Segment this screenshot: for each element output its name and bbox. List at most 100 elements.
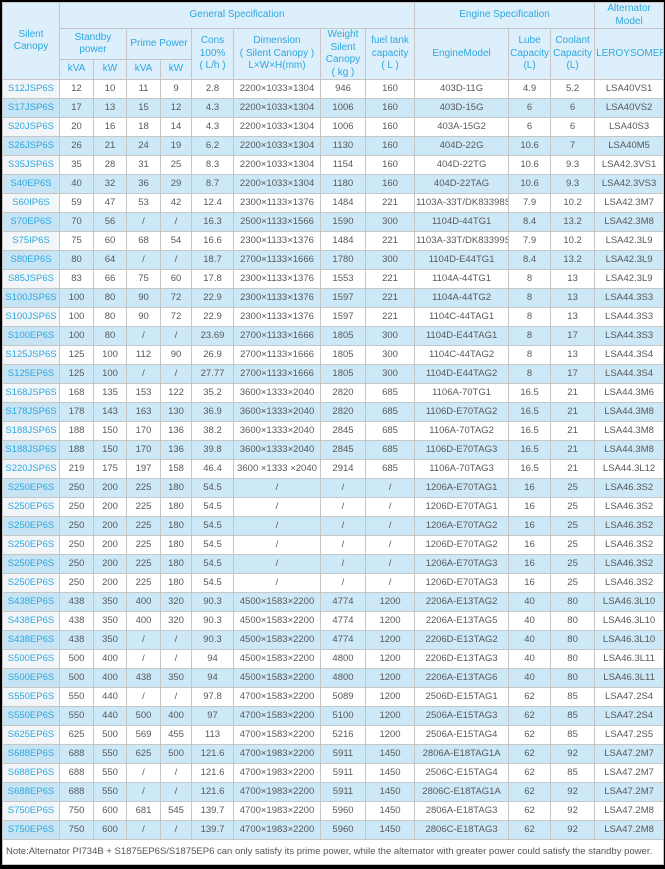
- model-link[interactable]: S438EP6S: [2, 630, 60, 650]
- model-link[interactable]: S500EP6S: [2, 668, 60, 688]
- cell: 80: [550, 668, 596, 688]
- cell: 2700×1133×1666: [233, 250, 321, 270]
- model-link[interactable]: S20JSP6S: [2, 117, 60, 137]
- model-link[interactable]: S80EP6S: [2, 250, 60, 270]
- model-link[interactable]: S625EP6S: [2, 725, 60, 745]
- model-link[interactable]: S125JSP6S: [2, 345, 60, 365]
- cell: 23.69: [191, 326, 234, 346]
- cell: LSA46.3L10: [594, 630, 665, 650]
- cell: 685: [364, 402, 416, 422]
- cell: 7.9: [508, 193, 552, 213]
- cell: 62: [508, 801, 552, 821]
- cell: 136: [160, 440, 192, 460]
- model-link[interactable]: S35JSP6S: [2, 155, 60, 175]
- model-link[interactable]: S250EP6S: [2, 535, 60, 555]
- model-link[interactable]: S17JSP6S: [2, 98, 60, 118]
- model-link[interactable]: S85JSP6S: [2, 269, 60, 289]
- cell: 47: [93, 193, 127, 213]
- cell: LSA42.3L9: [594, 250, 665, 270]
- model-link[interactable]: S188JSP6S: [2, 440, 60, 460]
- cell: 17: [550, 364, 596, 384]
- table-row: S26JSP6S 26 21 24 19 6.2 2200×1033×1304 1130 160…: [2, 136, 665, 156]
- cell: 1106A-70TAG3: [414, 459, 510, 479]
- model-link[interactable]: S250EP6S: [2, 573, 60, 593]
- cell: LSA47.2M7: [594, 763, 665, 783]
- model-link[interactable]: S550EP6S: [2, 687, 60, 707]
- model-link[interactable]: S100EP6S: [2, 326, 60, 346]
- model-link[interactable]: S250EP6S: [2, 516, 60, 536]
- cell: 35.2: [191, 383, 234, 403]
- model-link[interactable]: S12JSP6S: [2, 79, 60, 99]
- cell: 85: [550, 706, 596, 726]
- model-link[interactable]: S75IP6S: [2, 231, 60, 251]
- model-link[interactable]: S438EP6S: [2, 592, 60, 612]
- model-link[interactable]: S250EP6S: [2, 497, 60, 517]
- cell: /: [160, 649, 192, 669]
- cell: 21: [93, 136, 127, 156]
- cell: 97.8: [191, 687, 234, 707]
- table-row: S625EP6S 625 500 569 455 113 4700×1583×2200 521…: [2, 725, 665, 745]
- model-link[interactable]: S100JSP6S: [2, 307, 60, 327]
- model-link[interactable]: S250EP6S: [2, 478, 60, 498]
- cell: 250: [59, 478, 94, 498]
- model-link[interactable]: S688EP6S: [2, 744, 60, 764]
- table-row: S550EP6S 550 440//97.8 4700×1583×2200 5089 12…: [2, 687, 665, 707]
- table-row: S438EP6S 438 350 400 320 90.3 4500×1583×2200 47…: [2, 611, 665, 631]
- cell: 1103A-33T/DK83398S: [414, 193, 510, 213]
- cell: 1104A-44TG1: [414, 269, 510, 289]
- cell: 4800: [320, 668, 366, 688]
- cell: LSA44.3M8: [594, 440, 665, 460]
- cell: /: [364, 554, 416, 574]
- cell: 600: [93, 801, 127, 821]
- cell: 1553: [320, 269, 366, 289]
- model-link[interactable]: S100JSP6S: [2, 288, 60, 308]
- table-row: S17JSP6S 17 13 15 12 4.3 2200×1033×1304 1006 160…: [2, 98, 665, 118]
- cell: 400: [160, 706, 192, 726]
- model-link[interactable]: S750EP6S: [2, 820, 60, 840]
- cell: 25: [550, 554, 596, 574]
- cell: LSA44.3S3: [594, 307, 665, 327]
- model-link[interactable]: S188JSP6S: [2, 421, 60, 441]
- cell: 12: [160, 98, 192, 118]
- model-link[interactable]: S220JSP6S: [2, 459, 60, 479]
- model-link[interactable]: S168JSP6S: [2, 383, 60, 403]
- cell: LSA40M5: [594, 136, 665, 156]
- model-link[interactable]: S40EP6S: [2, 174, 60, 194]
- cell: 1104D-E44TG1: [414, 250, 510, 270]
- cell: 350: [93, 611, 127, 631]
- cell: 40: [508, 630, 552, 650]
- cell: 64: [93, 250, 127, 270]
- cell: LSA42.3L9: [594, 269, 665, 289]
- model-link[interactable]: S438EP6S: [2, 611, 60, 631]
- model-link[interactable]: S70EP6S: [2, 212, 60, 232]
- cell: 2300×1133×1376: [233, 288, 321, 308]
- model-link[interactable]: S26JSP6S: [2, 136, 60, 156]
- cell: 1200: [364, 611, 416, 631]
- cell: 8: [508, 326, 552, 346]
- cell: 62: [508, 725, 552, 745]
- model-link[interactable]: S750EP6S: [2, 801, 60, 821]
- cell: 13: [93, 98, 127, 118]
- model-link[interactable]: S550EP6S: [2, 706, 60, 726]
- cell: 500: [126, 706, 161, 726]
- model-link[interactable]: S125EP6S: [2, 364, 60, 384]
- cell: 4774: [320, 630, 366, 650]
- model-link[interactable]: S60IP6S: [2, 193, 60, 213]
- table-row: S100JSP6S 100 80 90 72 22.9 2300×1133×1376 1597…: [2, 307, 665, 327]
- model-link[interactable]: S178JSP6S: [2, 402, 60, 422]
- cell: 38.2: [191, 421, 234, 441]
- model-link[interactable]: S688EP6S: [2, 782, 60, 802]
- model-link[interactable]: S250EP6S: [2, 554, 60, 574]
- cell: 550: [93, 782, 127, 802]
- cell: 455: [160, 725, 192, 745]
- model-link[interactable]: S500EP6S: [2, 649, 60, 669]
- cell: 16: [508, 516, 552, 536]
- cell: LSA42.3M7: [594, 193, 665, 213]
- cell: 56: [93, 212, 127, 232]
- model-link[interactable]: S688EP6S: [2, 763, 60, 783]
- table-row: S85JSP6S 83 66 75 60 17.8 2300×1133×1376 1553 22…: [2, 269, 665, 289]
- cell: /: [320, 516, 366, 536]
- cell: LSA44.3S4: [594, 345, 665, 365]
- cell: /: [233, 573, 321, 593]
